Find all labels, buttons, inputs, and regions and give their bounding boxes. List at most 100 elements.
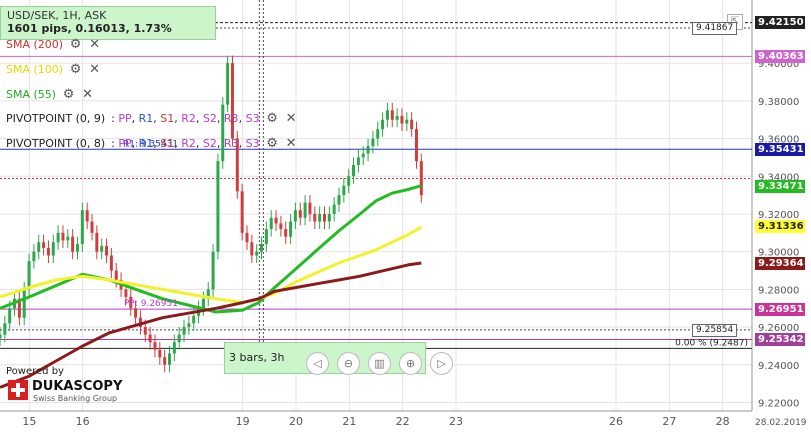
candle-body [124, 289, 128, 297]
pivot-part: S1 [160, 136, 175, 150]
pivot-separator: , [153, 136, 161, 150]
navigation-bar: ◁ ⊖ ▥ ⊕ ▷ [306, 352, 453, 375]
gear-icon[interactable]: ⚙ [266, 135, 278, 151]
gear-icon[interactable]: ⚙ [69, 61, 82, 77]
candle-body [71, 236, 75, 252]
candle-body [293, 210, 297, 222]
symbol-label: USD/SEK, 1H, ASK [7, 9, 107, 22]
reset-zoom-icon[interactable]: ▥ [368, 352, 391, 375]
candle-body [32, 251, 36, 262]
indicator-row-sma: SMA (200) ⚙ ✕ [6, 36, 101, 52]
x-tick-label: 21 [342, 415, 356, 428]
pivot-part: R2 [181, 111, 196, 125]
candle-body [313, 213, 317, 222]
indicator-label: SMA (55) [6, 87, 57, 101]
candle-body [289, 221, 293, 237]
candle-body [100, 246, 104, 252]
candle-body [410, 119, 414, 130]
candle-body [177, 334, 181, 343]
candle-body [143, 327, 147, 335]
pivot-part: R1 [138, 136, 154, 150]
candle-body [221, 104, 225, 162]
candle-body [138, 317, 142, 328]
candle-body [255, 251, 259, 256]
close-icon[interactable]: ✕ [89, 36, 101, 52]
candle-body [298, 210, 302, 218]
candle-body [27, 261, 31, 290]
pivot-part: S3 [245, 111, 260, 125]
close-icon[interactable]: ✕ [89, 61, 101, 77]
candle-body [66, 236, 70, 241]
pivot-separator: , [216, 136, 224, 150]
y-tick-label: 9.36000 [758, 135, 799, 146]
indicator-label: SMA (100) [6, 62, 64, 76]
candle-body [85, 210, 89, 222]
fib-level-label: 0.00 % (9.2487) [675, 338, 748, 348]
candle-body [274, 217, 278, 224]
measure-readout: 1601 pips, 0.16013, 1.73% [7, 22, 172, 35]
expand-icon[interactable]: ⇱ [727, 14, 743, 30]
x-tick-label: 23 [449, 415, 463, 428]
chart-title-box[interactable]: USD/SEK, 1H, ASK 1601 pips, 0.16013, 1.7… [0, 6, 216, 40]
candle-body [8, 308, 12, 324]
pivot-label: PIVOTPOINT (0, 8) [6, 136, 106, 150]
candle-body [250, 242, 254, 256]
zoom-out-icon[interactable]: ⊖ [337, 352, 360, 375]
candle-body [3, 323, 7, 335]
scroll-right-icon[interactable]: ▷ [430, 352, 453, 375]
candle-body [366, 146, 370, 154]
pivot-separator: : [111, 111, 119, 125]
candle-body [332, 204, 336, 214]
close-icon[interactable]: ✕ [285, 110, 297, 126]
candle-body [0, 334, 2, 339]
x-tick-label: 20 [289, 415, 303, 428]
candle-body [347, 176, 351, 186]
candle-body [105, 246, 109, 256]
y-tick-label: 9.38000 [758, 97, 799, 108]
candle-body [327, 213, 331, 222]
pivot-part: R3 [223, 111, 239, 125]
gear-icon[interactable]: ⚙ [266, 110, 278, 126]
candle-body [201, 298, 205, 309]
candle-body [148, 334, 152, 343]
candle-body [245, 232, 249, 243]
candle-body [303, 202, 307, 218]
scroll-left-icon[interactable]: ◁ [306, 352, 329, 375]
candle-body [134, 308, 138, 318]
gear-icon[interactable]: ⚙ [62, 86, 75, 102]
pivot-part: R1 [138, 111, 154, 125]
candle-body [390, 110, 394, 120]
pivot-separator: , [238, 111, 246, 125]
candle-body [129, 296, 133, 309]
y-tick-label: 9.24000 [758, 361, 799, 372]
candle-body [279, 223, 283, 230]
x-tick-label: 27 [662, 415, 676, 428]
pivot-part: PP [118, 136, 132, 150]
y-tick-label: 9.22000 [758, 399, 799, 410]
candle-body [269, 217, 273, 230]
candle-body [206, 289, 210, 299]
pivot-part: PP [118, 111, 132, 125]
candle-body [381, 119, 385, 130]
close-icon[interactable]: ✕ [285, 135, 297, 151]
candle-body [356, 157, 360, 165]
candle-body [153, 342, 157, 350]
gear-icon[interactable]: ⚙ [69, 36, 82, 52]
close-icon[interactable]: ✕ [82, 86, 94, 102]
candle-body [90, 221, 94, 233]
x-tick-label: 15 [22, 415, 36, 428]
candle-body [46, 247, 50, 256]
x-tick-label: 28 [716, 415, 730, 428]
candle-body [61, 232, 65, 241]
zoom-in-icon[interactable]: ⊕ [399, 352, 422, 375]
candle-body [75, 244, 79, 252]
candle-body [376, 129, 380, 139]
candle-body [361, 153, 365, 158]
candle-body [322, 213, 326, 222]
candle-body [109, 255, 113, 271]
candle-body [51, 242, 55, 256]
candle-body [158, 349, 162, 358]
pivot-part: S2 [202, 136, 217, 150]
r1-level-label: R1: 9.35431 [123, 139, 178, 149]
